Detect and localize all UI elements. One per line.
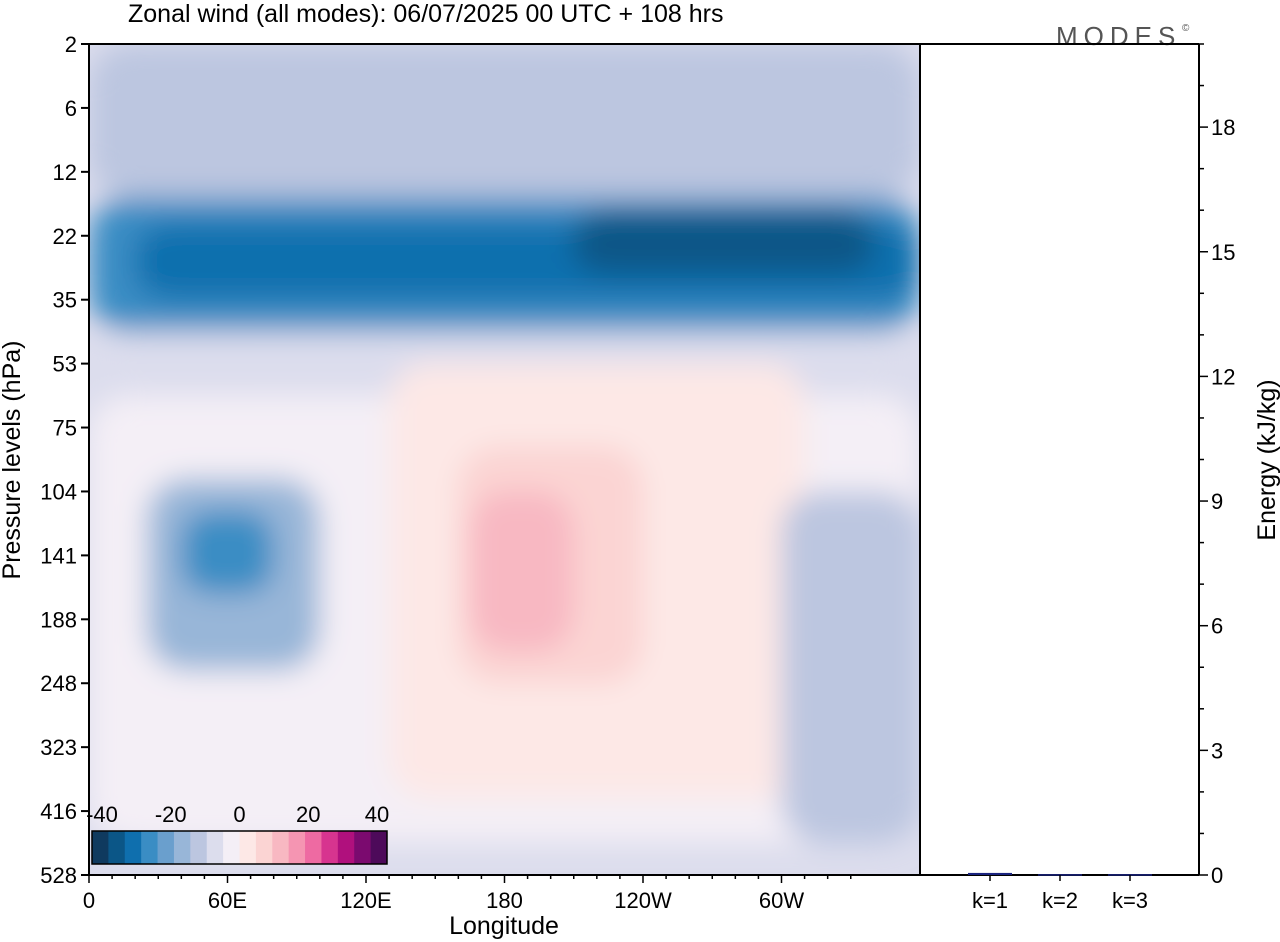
colorbar-swatch [223,831,240,864]
colorbar-swatch [206,831,224,864]
colorbar-swatch [141,831,159,864]
pressure-tick-label: 6 [65,96,77,121]
energy-bar-panel: k=1 k=2 k=3 0 3 6 9 12 15 18 [920,43,1235,913]
colorbar-swatch [108,831,126,864]
pressure-tick-label: 104 [40,479,77,504]
energy-category-label: k=2 [1042,888,1078,913]
pressure-tick-label: 22 [53,224,77,249]
heatmap-region-4 [573,210,874,275]
colorbar-swatch [157,831,175,864]
energy-tick-label: 15 [1211,240,1235,265]
colorbar-legend: -40 -20 0 20 40 [86,802,389,865]
colorbar-tick-label: -40 [86,802,118,827]
colorbar-tick-label: 20 [296,802,320,827]
energy-tick-label: 9 [1211,489,1223,514]
colorbar-tick-label: 40 [365,802,389,827]
y-axis-label: Pressure levels (hPa) [0,341,26,580]
longitude-tick-label: 60E [208,888,247,913]
logo-text: MODES [1056,21,1181,51]
colorbar-swatch [354,831,372,864]
heatmap-region-13 [781,491,920,844]
colorbar-swatch [370,831,388,864]
colorbar-tick-label: -20 [155,802,187,827]
heatmap-field [89,44,920,844]
energy-tick-label: 3 [1211,738,1223,763]
pressure-tick-label: 141 [40,543,77,568]
energy-bar-k=1 [968,872,1012,875]
x-axis-label: Longitude [449,912,559,940]
energy-bar-k=2 [1038,874,1082,876]
longitude-tick-label: 60W [759,888,804,913]
colorbar-swatch [321,831,339,864]
longitude-axis: 0 60E 120E 180 120W 60W [83,875,852,913]
pressure-tick-label: 188 [40,607,77,632]
pressure-tick-label: 323 [40,735,77,760]
colorbar-swatch [288,831,306,864]
colorbar-swatch [173,831,191,864]
colorbar-swatch [190,831,208,864]
longitude-tick-label: 180 [486,888,523,913]
colorbar-swatch [272,831,290,864]
colorbar-tick-label: 0 [233,802,245,827]
energy-axis-label: Energy (kJ/kg) [1253,379,1280,540]
pressure-tick-label: 12 [53,160,77,185]
pressure-tick-label: 416 [40,799,77,824]
colorbar-swatch [337,831,355,864]
pressure-axis: 2 6 12 22 35 53 75 104 141 188 248 323 416 528 [40,32,89,888]
pressure-tick-label: 35 [53,288,77,313]
heatmap-region-8 [181,510,274,594]
pressure-tick-label: 2 [65,32,77,57]
modes-logo: MODES © [1056,21,1195,51]
energy-bar-k=3 [1108,874,1152,876]
heatmap-region-12 [504,529,551,620]
heatmap-region-1 [89,44,920,198]
energy-category-label: k=1 [972,888,1008,913]
energy-tick-label: 6 [1211,614,1223,639]
longitude-tick-label: 120W [614,888,672,913]
energy-tick-label: 12 [1211,364,1235,389]
colorbar-swatch [255,831,273,864]
pressure-tick-label: 75 [53,416,77,441]
logo-copyright-mark: © [1182,23,1195,34]
pressure-tick-label: 53 [53,352,77,377]
longitude-tick-label: 0 [83,888,95,913]
colorbar-swatch [305,831,322,864]
energy-tick-label: 18 [1211,115,1235,140]
pressure-tick-label: 248 [40,671,77,696]
colorbar-swatch [92,831,109,864]
colorbar-swatch [124,831,142,864]
energy-category-label: k=3 [1112,888,1148,913]
colorbar-swatch [239,831,257,864]
colorbar-frame [91,830,388,865]
longitude-tick-label: 120E [340,888,391,913]
chart-title: Zonal wind (all modes): 06/07/2025 00 UT… [128,0,723,28]
heatmap-plot [88,43,921,876]
energy-tick-label: 0 [1211,863,1223,888]
pressure-tick-label: 528 [40,863,77,888]
